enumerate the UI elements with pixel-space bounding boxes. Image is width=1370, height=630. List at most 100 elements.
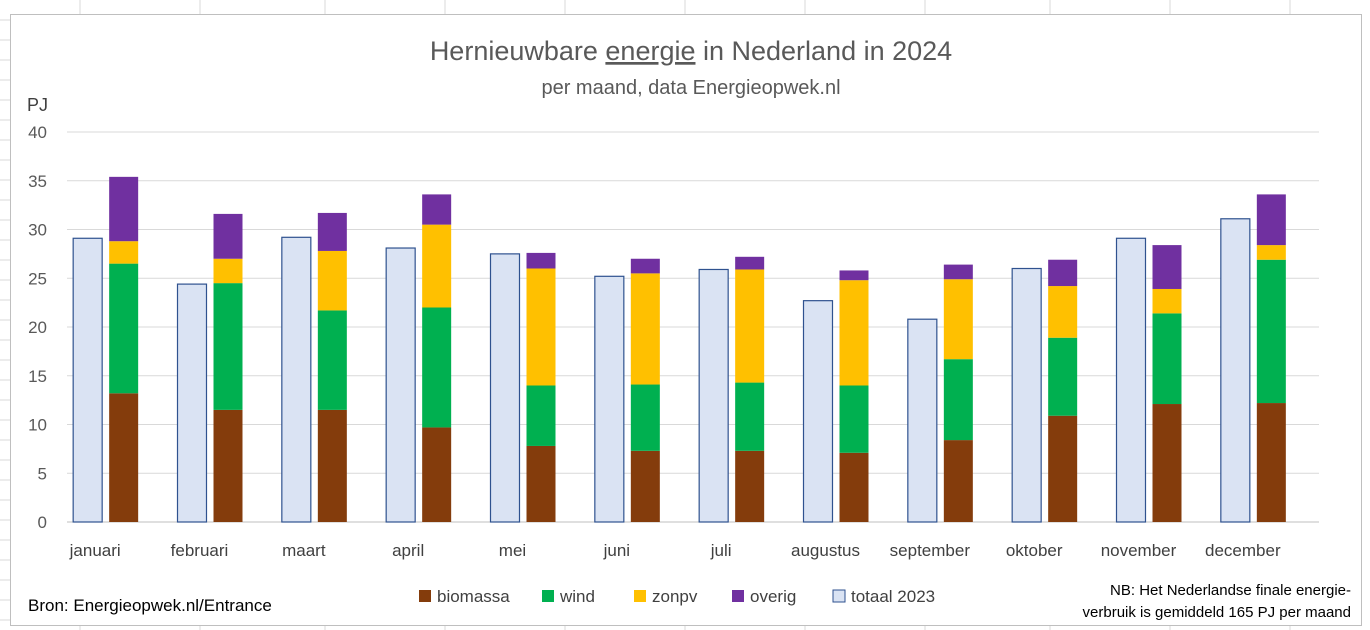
y-axis-unit-label: PJ <box>27 95 48 115</box>
bar-totaal-2023 <box>281 236 312 523</box>
bar-totaal-2023 <box>385 247 416 523</box>
x-tick-label: juni <box>603 541 630 560</box>
bar-wind <box>1256 259 1286 404</box>
bar-biomassa <box>735 450 765 522</box>
bar-overig <box>1048 259 1078 287</box>
bar-zonpv <box>526 268 556 386</box>
x-tick-label: augustus <box>791 541 860 560</box>
bar-overig <box>213 213 243 259</box>
legend-label: overig <box>750 587 796 606</box>
bar-wind <box>213 283 243 410</box>
x-tick-label: juli <box>710 541 732 560</box>
y-tick-label: 0 <box>38 513 47 532</box>
bar-wind <box>109 263 139 394</box>
x-tick-label: april <box>392 541 424 560</box>
bar-biomassa <box>630 450 660 522</box>
x-tick-label: december <box>1205 541 1281 560</box>
bar-totaal-2023 <box>176 283 208 523</box>
bar-overig <box>1256 194 1286 246</box>
stacked-bar-chart: Hernieuwbare energie in Nederland in 202… <box>27 36 1351 621</box>
bar-wind <box>1048 337 1078 416</box>
y-tick-label: 30 <box>28 221 47 240</box>
bar-zonpv <box>1152 288 1182 314</box>
bar-overig <box>317 212 347 251</box>
x-tick-label: november <box>1101 541 1177 560</box>
bar-totaal-2023 <box>698 268 729 523</box>
bar-zonpv <box>630 273 660 385</box>
legend-swatch-overig <box>732 590 744 602</box>
bar-biomassa <box>213 409 243 522</box>
y-tick-label: 25 <box>28 269 47 288</box>
chart-area[interactable]: Hernieuwbare energie in Nederland in 202… <box>10 14 1362 626</box>
source-text: Bron: Energieopwek.nl/Entrance <box>28 596 272 615</box>
bar-zonpv <box>422 224 452 308</box>
y-tick-label: 40 <box>28 123 47 142</box>
bar-overig <box>839 270 869 281</box>
note-text: verbruik is gemiddeld 165 PJ per maand <box>1083 604 1351 621</box>
bar-biomassa <box>1048 415 1078 522</box>
legend-label: biomassa <box>437 587 510 606</box>
bar-totaal-2023 <box>72 237 103 523</box>
bar-biomassa <box>943 440 973 522</box>
bar-wind <box>630 384 660 451</box>
y-tick-label: 15 <box>28 367 47 386</box>
legend-swatch-zonpv <box>634 590 646 602</box>
x-tick-label: februari <box>171 541 229 560</box>
legend-swatch-biomassa <box>419 590 431 602</box>
bar-zonpv <box>735 269 765 383</box>
bar-biomassa <box>526 445 556 522</box>
bar-totaal-2023 <box>1011 267 1042 523</box>
bar-overig <box>735 256 765 270</box>
legend-swatch-totaal-2023 <box>832 589 846 603</box>
y-tick-label: 10 <box>28 416 47 435</box>
x-tick-label: maart <box>282 541 326 560</box>
bar-wind <box>317 310 347 410</box>
legend-swatch-wind <box>542 590 554 602</box>
x-tick-label: mei <box>499 541 526 560</box>
bar-biomassa <box>109 393 139 522</box>
bar-overig <box>943 264 973 280</box>
bar-totaal-2023 <box>1115 237 1147 523</box>
bar-zonpv <box>943 279 973 360</box>
y-tick-label: 5 <box>38 464 47 483</box>
bar-totaal-2023 <box>489 253 521 523</box>
chart-title: Hernieuwbare energie in Nederland in 202… <box>430 36 952 66</box>
bar-totaal-2023 <box>1220 218 1251 523</box>
bar-wind <box>1152 313 1182 405</box>
y-tick-label: 35 <box>28 172 47 191</box>
bar-biomassa <box>1152 404 1182 522</box>
bar-zonpv <box>1048 286 1078 338</box>
bar-biomassa <box>1256 403 1286 522</box>
bar-zonpv <box>1256 245 1286 260</box>
bar-overig <box>1152 245 1182 289</box>
x-tick-label: oktober <box>1006 541 1063 560</box>
x-tick-label: januari <box>69 541 121 560</box>
chart-title-part: in Nederland in 2024 <box>695 36 952 66</box>
bar-totaal-2023 <box>907 318 938 523</box>
bar-zonpv <box>109 241 139 264</box>
bar-wind <box>735 382 765 451</box>
bar-wind <box>422 307 452 428</box>
x-tick-label: september <box>890 541 971 560</box>
legend-label: wind <box>559 587 595 606</box>
bar-biomassa <box>422 427 452 522</box>
chart-title-underlined-word: energie <box>605 36 695 66</box>
bar-zonpv <box>317 250 347 311</box>
bar-wind <box>943 359 973 441</box>
bar-totaal-2023 <box>802 300 834 523</box>
bar-wind <box>839 385 869 453</box>
bar-zonpv <box>213 258 243 284</box>
bar-overig <box>526 252 556 269</box>
bar-overig <box>630 258 660 274</box>
bar-overig <box>422 194 452 225</box>
note-text: NB: Het Nederlandse finale energie- <box>1110 582 1351 599</box>
bar-biomassa <box>317 409 347 522</box>
chart-title-part: Hernieuwbare <box>430 36 606 66</box>
bar-wind <box>526 385 556 446</box>
bar-zonpv <box>839 280 869 386</box>
bar-totaal-2023 <box>594 275 625 523</box>
chart-subtitle: per maand, data Energieopwek.nl <box>541 77 840 99</box>
bar-overig <box>109 176 139 242</box>
y-tick-label: 20 <box>28 318 47 337</box>
legend-label: totaal 2023 <box>851 587 935 606</box>
